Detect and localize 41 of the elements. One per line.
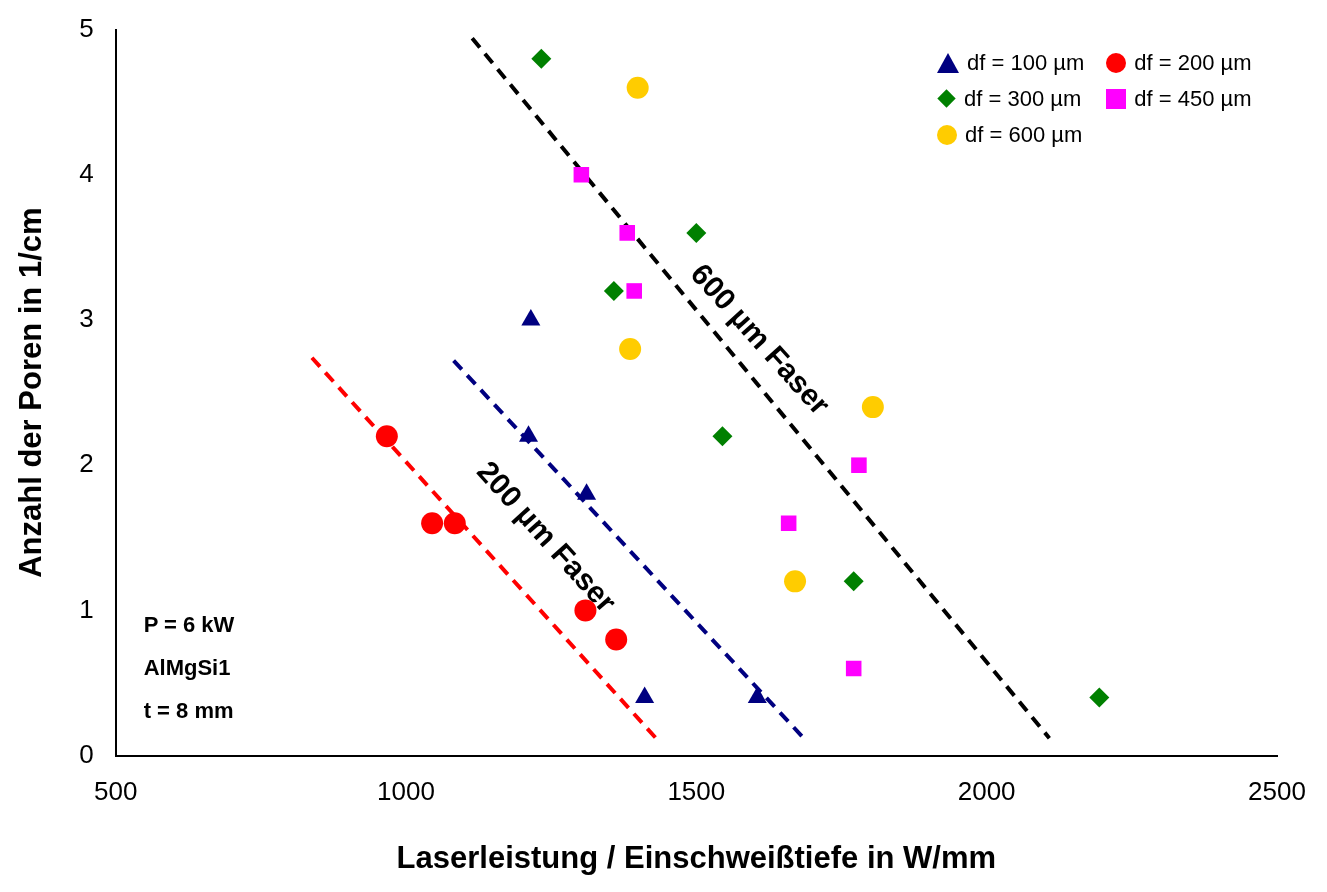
point — [573, 167, 590, 183]
annotation: P = 6 kW — [143, 611, 235, 637]
point — [861, 396, 884, 419]
point — [780, 515, 797, 532]
point — [531, 48, 552, 69]
annotation: AlMgSi1 — [143, 654, 231, 680]
point — [421, 512, 444, 535]
y-axis-title: Anzahl der Poren in 1/cm — [13, 207, 49, 578]
point — [605, 628, 628, 651]
point — [712, 426, 733, 447]
point — [851, 457, 867, 473]
point — [443, 512, 466, 535]
annotation: t = 8 mm — [143, 697, 234, 723]
legend-label: df = 100 µm — [967, 49, 1085, 76]
legend-label: df = 300 µm — [964, 85, 1082, 112]
y-tick-label: 2 — [79, 448, 94, 479]
y-tick-label: 4 — [79, 157, 94, 188]
point — [619, 338, 642, 361]
point — [843, 571, 864, 592]
point — [619, 225, 636, 241]
y-tick-label: 5 — [79, 12, 94, 43]
x-tick-label: 1000 — [377, 776, 435, 807]
x-tick-label: 2500 — [1248, 776, 1306, 807]
x-tick-label: 500 — [93, 776, 138, 807]
y-tick-label: 3 — [79, 303, 94, 334]
x-tick-label: 2000 — [957, 776, 1016, 807]
x-axis-title: Laserleistung / Einschweißtiefe in W/mm — [396, 839, 997, 875]
legend-label: df = 450 µm — [1134, 85, 1252, 112]
point — [375, 425, 398, 448]
point — [626, 283, 642, 299]
point — [845, 660, 862, 677]
legend-label: df = 200 µm — [1134, 49, 1252, 76]
legend-label: df = 600 µm — [965, 121, 1083, 148]
point — [784, 570, 807, 593]
point — [603, 280, 624, 301]
point — [686, 222, 707, 243]
y-tick-label: 1 — [79, 593, 94, 624]
x-tick-label: 1500 — [667, 776, 726, 807]
y-tick-label: 0 — [79, 738, 94, 769]
point — [1089, 687, 1110, 708]
point — [626, 76, 649, 99]
